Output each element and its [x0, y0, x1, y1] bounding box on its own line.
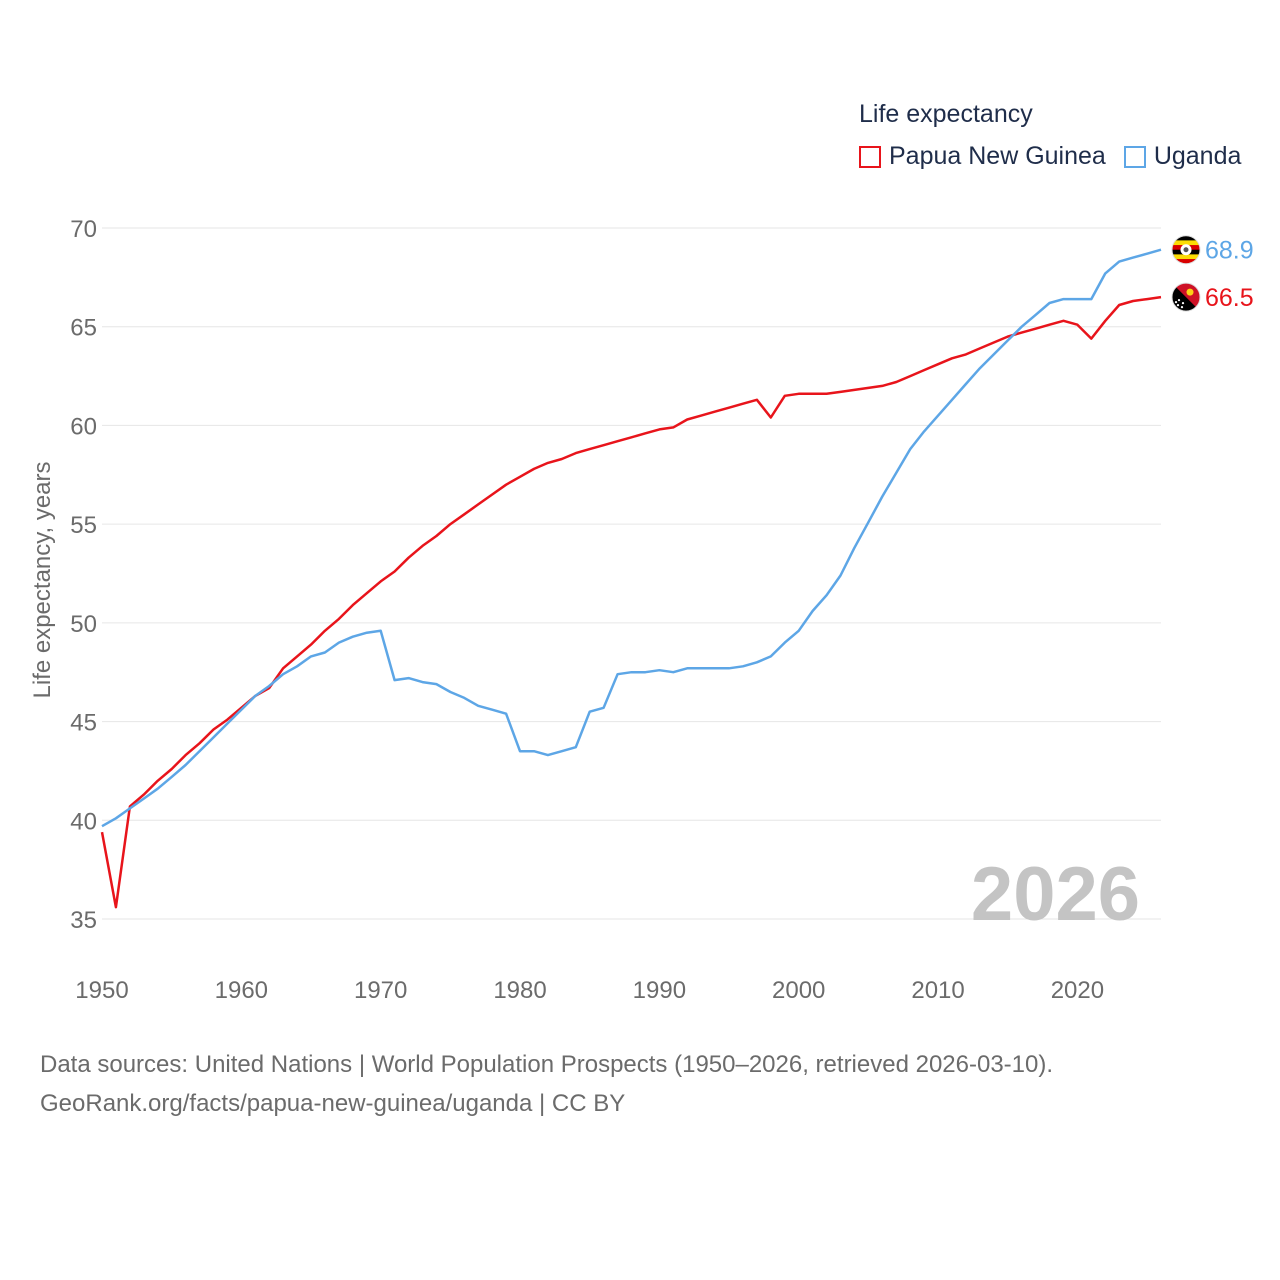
- x-tick-label-1950: 1950: [75, 977, 128, 1004]
- x-tick-label-1990: 1990: [633, 977, 686, 1004]
- source-note: Data sources: United Nations | World Pop…: [40, 1045, 1053, 1123]
- series-line-papua-new-guinea: [100, 295, 1162, 909]
- legend: Papua New Guinea Uganda: [859, 142, 1259, 171]
- year-watermark: 2026: [971, 852, 1140, 937]
- x-tick-label-1960: 1960: [215, 977, 268, 1004]
- gridlines: [102, 227, 1161, 920]
- y-tick-label-65: 65: [70, 315, 97, 342]
- end-labels: 66.5 68.9: [1171, 235, 1254, 312]
- x-tick-label-2000: 2000: [772, 977, 825, 1004]
- flag-papua-new-guinea-icon: [1171, 282, 1201, 312]
- legend-swatch-uganda: [1123, 145, 1146, 168]
- x-tick-label-1980: 1980: [493, 977, 546, 1004]
- series-lines: [100, 248, 1162, 909]
- legend-label-papua-new-guinea: Papua New Guinea: [889, 142, 1106, 170]
- legend-item-papua-new-guinea[interactable]: Papua New Guinea: [859, 142, 1106, 171]
- source-line-2[interactable]: GeoRank.org/facts/papua-new-guinea/ugand…: [40, 1090, 626, 1117]
- y-tick-label-35: 35: [70, 907, 97, 934]
- y-tick-label-40: 40: [70, 808, 97, 835]
- legend-label-uganda: Uganda: [1153, 142, 1242, 170]
- series-line-uganda: [101, 248, 1162, 828]
- y-tick-label-45: 45: [70, 710, 97, 737]
- x-tick-label-2010: 2010: [911, 977, 964, 1004]
- end-label-papua-new-guinea: 66.5: [1205, 284, 1254, 312]
- y-axis-ticks: 35 40 45 50 55 60 65 70: [70, 216, 97, 934]
- flag-uganda-icon: [1171, 235, 1201, 265]
- legend-title: Life expectancy: [859, 100, 1033, 128]
- y-tick-label-55: 55: [70, 512, 97, 539]
- x-tick-label-1970: 1970: [354, 977, 407, 1004]
- x-axis-ticks: 1950 1960 1970 1980 1990 2000 2010 2020: [75, 977, 1104, 1004]
- end-label-uganda: 68.9: [1205, 237, 1254, 265]
- y-axis-label: Life expectancy, years: [29, 461, 56, 698]
- legend-item-uganda[interactable]: Uganda: [1123, 142, 1242, 171]
- line-chart: 35 40 45 50 55 60 65 70 1950 1960 1970 1980 1990 200…: [29, 216, 1254, 1004]
- source-line-1[interactable]: Data sources: United Nations | World Pop…: [40, 1051, 1054, 1078]
- x-tick-label-2020: 2020: [1051, 977, 1104, 1004]
- y-tick-label-50: 50: [70, 611, 97, 638]
- y-tick-label-60: 60: [70, 413, 97, 440]
- y-tick-label-70: 70: [70, 216, 97, 243]
- legend-swatch-papua-new-guinea: [859, 145, 881, 168]
